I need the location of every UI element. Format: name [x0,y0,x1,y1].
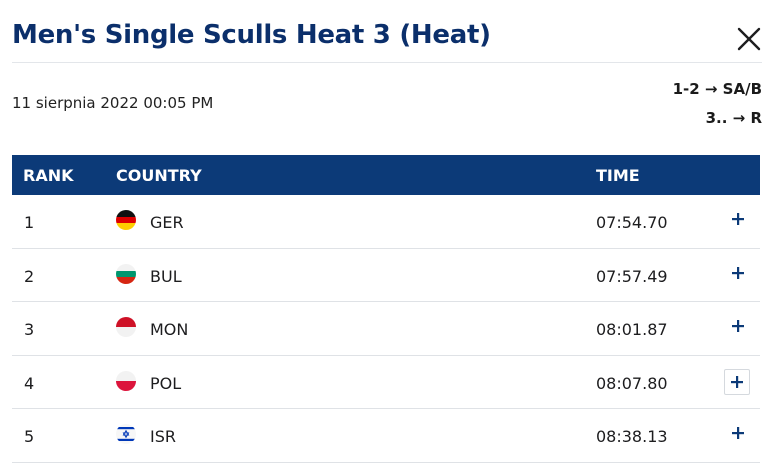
results-table: RANK COUNTRY TIME 1 GER 07:54.70 2 BUL 0… [12,155,760,463]
table-row: 4 POL 08:07.80 [12,356,760,410]
row-rank: 5 [24,427,35,447]
header-divider [12,62,762,63]
plus-icon[interactable] [726,421,750,445]
row-rank: 4 [24,373,35,393]
row-time: 07:57.49 [596,266,668,286]
table-row: 2 BUL 07:57.49 [12,249,760,303]
table-row: 3 MON 08:01.87 [12,302,760,356]
plus-icon[interactable] [726,207,750,231]
plus-icon[interactable] [726,261,750,285]
flag-poland-icon [116,370,136,391]
flag-monaco-icon [116,317,136,338]
row-time: 08:01.87 [596,320,668,340]
race-date: 11 sierpnia 2022 00:05 PM [12,94,214,112]
header-rank: RANK [23,166,74,185]
row-rank: 2 [24,266,35,286]
row-rank: 1 [24,213,35,232]
flag-israel-icon [116,424,136,445]
row-country: ISR [150,427,176,447]
qualification-rule-2: 3.. → R [705,109,762,127]
row-time: 08:07.80 [596,373,668,393]
close-icon[interactable] [736,26,762,52]
flag-bulgaria-icon [116,263,136,284]
header-time: TIME [596,166,640,185]
table-row: 5 ISR 08:38.13 [12,409,760,463]
header-country: COUNTRY [116,166,202,185]
table-row: 1 GER 07:54.70 [12,195,760,249]
row-country: POL [150,373,182,393]
plus-icon[interactable] [724,368,750,395]
page-title: Men's Single Sculls Heat 3 (Heat) [12,20,491,50]
flag-germany-icon [116,210,136,230]
row-country: MON [150,320,189,340]
plus-icon[interactable] [726,314,750,338]
row-time: 07:54.70 [596,213,668,232]
row-country: BUL [150,266,182,286]
row-rank: 3 [24,320,35,340]
row-country: GER [150,213,184,232]
table-header: RANK COUNTRY TIME [12,155,760,195]
row-time: 08:38.13 [596,427,668,447]
qualification-rule-1: 1-2 → SA/B [672,80,762,98]
